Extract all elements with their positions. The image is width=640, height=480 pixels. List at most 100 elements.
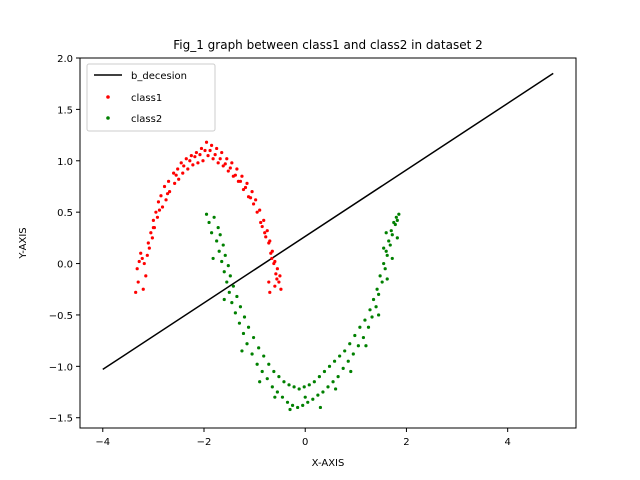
class1-point — [273, 284, 277, 288]
class1-point — [215, 146, 219, 151]
class2-point — [217, 249, 221, 253]
class2-point — [318, 405, 323, 410]
class2-point — [389, 229, 393, 233]
class1-point — [220, 150, 224, 155]
chart-title: Fig_1 graph between class1 and class2 in… — [173, 38, 483, 52]
class2-point — [322, 369, 327, 374]
class1-point — [213, 153, 217, 157]
class2-point — [316, 393, 320, 397]
legend-label-class2: class2 — [131, 114, 162, 125]
class1-point — [203, 148, 207, 153]
class2-point — [346, 359, 350, 363]
class2-point — [371, 297, 376, 302]
class1-point — [166, 179, 171, 183]
class2-point — [297, 387, 301, 391]
class2-point — [351, 352, 355, 356]
class1-point — [136, 280, 140, 284]
class2-point — [257, 346, 261, 350]
class2-point — [225, 280, 229, 284]
class2-point — [212, 215, 216, 219]
class2-point — [394, 215, 398, 219]
class2-point — [326, 385, 330, 389]
class2-point — [207, 220, 211, 225]
class1-point — [162, 184, 167, 189]
class1-point — [238, 179, 243, 183]
class1-point — [145, 253, 149, 257]
class2-point — [238, 305, 243, 309]
class1-point — [243, 185, 248, 190]
class1-point — [258, 208, 262, 212]
class1-point — [177, 177, 181, 181]
legend-label-class1: class1 — [131, 93, 162, 104]
class1-point — [198, 153, 202, 157]
class2-point — [228, 274, 232, 278]
class2-point — [280, 395, 285, 399]
y-tick-label: −1.0 — [49, 362, 73, 373]
class1-point — [189, 154, 193, 158]
class1-point — [270, 249, 274, 253]
class1-point — [248, 196, 253, 200]
class2-point — [292, 385, 296, 389]
class1-point — [255, 210, 259, 214]
class2-point — [374, 305, 378, 309]
x-tick-label: −4 — [95, 437, 110, 448]
class1-point — [252, 202, 256, 206]
class2-point — [222, 297, 226, 302]
class1-point — [182, 164, 186, 168]
class1-point — [188, 159, 192, 163]
class2-point — [265, 377, 269, 381]
y-axis: −1.5 −1.0 −0.5 0.0 0.5 1.0 1.5 2.0 — [49, 54, 80, 425]
class1-point — [199, 146, 204, 151]
class2-point — [296, 405, 300, 410]
legend-marker-class2 — [106, 116, 110, 120]
class1-point — [265, 229, 269, 233]
class1-point — [157, 208, 162, 212]
class2-point — [255, 362, 259, 366]
class2-point — [397, 212, 401, 216]
class2-point — [237, 321, 242, 325]
class1-point — [191, 163, 195, 167]
class1-point — [211, 157, 215, 161]
class2-point — [343, 349, 347, 353]
class2-point — [368, 308, 372, 312]
class1-point — [221, 164, 225, 168]
class1-point — [245, 181, 249, 185]
class1-point — [277, 280, 281, 284]
class2-point — [317, 375, 321, 379]
class2-point — [332, 359, 337, 363]
class2-point — [341, 366, 345, 370]
class1-point — [193, 155, 197, 159]
class1-point — [151, 218, 155, 222]
class2-point — [390, 256, 394, 261]
class1-point — [135, 267, 139, 271]
class2-point — [383, 267, 387, 271]
class1-point — [216, 161, 220, 165]
class2-point — [385, 253, 389, 257]
class2-point — [338, 354, 342, 358]
axes-frame — [79, 57, 577, 429]
class2-point — [327, 364, 332, 368]
class1-point — [270, 256, 274, 261]
class2-point — [358, 325, 362, 329]
class2-point — [353, 333, 357, 338]
y-tick-label: 1.5 — [57, 105, 73, 116]
class2-point — [380, 280, 384, 284]
class2-point — [395, 236, 399, 240]
class2-point — [282, 380, 286, 384]
class1-point — [267, 280, 271, 284]
class2-point — [233, 311, 237, 315]
class2-point — [370, 315, 374, 319]
class2-point — [307, 383, 311, 387]
legend-marker-class1 — [106, 95, 110, 99]
class1-point — [218, 157, 222, 161]
class2-point — [258, 380, 262, 384]
class1-point — [209, 143, 214, 147]
class2-point — [250, 352, 254, 356]
class2-point — [390, 233, 394, 237]
class1-point — [194, 150, 199, 155]
class2-point — [356, 344, 360, 348]
class1-point — [144, 274, 148, 278]
class2-point — [387, 239, 391, 243]
class2-point — [303, 395, 307, 399]
